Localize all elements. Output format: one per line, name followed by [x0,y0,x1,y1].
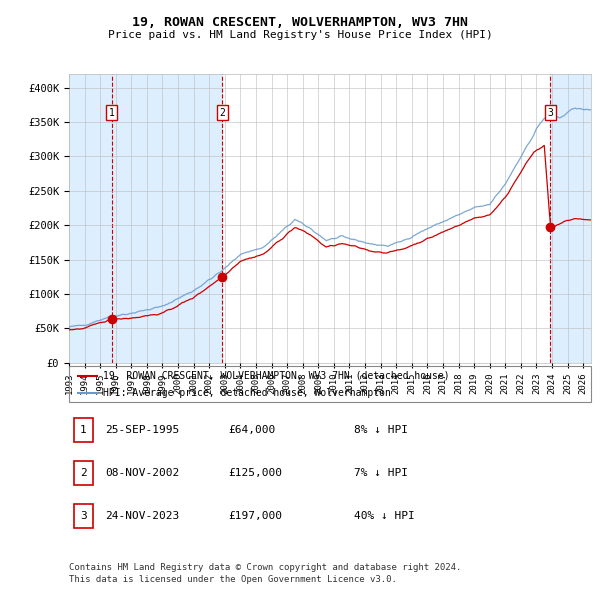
Text: 2: 2 [80,468,87,478]
Bar [74,418,93,442]
Text: £197,000: £197,000 [228,512,282,521]
Bar [550,74,591,363]
Text: 3: 3 [80,512,87,521]
Bar [74,461,93,485]
Text: 19, ROWAN CRESCENT, WOLVERHAMPTON, WV3 7HN (detached house): 19, ROWAN CRESCENT, WOLVERHAMPTON, WV3 7… [103,371,449,381]
Bar [112,74,223,363]
Text: This data is licensed under the Open Government Licence v3.0.: This data is licensed under the Open Gov… [69,575,397,584]
Text: 2: 2 [220,108,226,118]
Text: Contains HM Land Registry data © Crown copyright and database right 2024.: Contains HM Land Registry data © Crown c… [69,563,461,572]
Text: £125,000: £125,000 [228,468,282,478]
Text: 1: 1 [80,425,87,435]
Text: 8% ↓ HPI: 8% ↓ HPI [354,425,408,435]
Text: HPI: Average price, detached house, Wolverhampton: HPI: Average price, detached house, Wolv… [103,388,391,398]
Text: 40% ↓ HPI: 40% ↓ HPI [354,512,415,521]
Text: 25-SEP-1995: 25-SEP-1995 [105,425,179,435]
Bar [69,74,112,363]
Text: £64,000: £64,000 [228,425,275,435]
Text: 08-NOV-2002: 08-NOV-2002 [105,468,179,478]
Bar [112,74,223,363]
Bar [550,74,591,363]
Bar [74,504,93,528]
Text: 19, ROWAN CRESCENT, WOLVERHAMPTON, WV3 7HN: 19, ROWAN CRESCENT, WOLVERHAMPTON, WV3 7… [132,16,468,29]
Text: 7% ↓ HPI: 7% ↓ HPI [354,468,408,478]
Text: Price paid vs. HM Land Registry's House Price Index (HPI): Price paid vs. HM Land Registry's House … [107,31,493,40]
Text: 1: 1 [109,108,115,118]
Text: 24-NOV-2023: 24-NOV-2023 [105,512,179,521]
Text: 3: 3 [548,108,553,118]
Bar [69,74,112,363]
